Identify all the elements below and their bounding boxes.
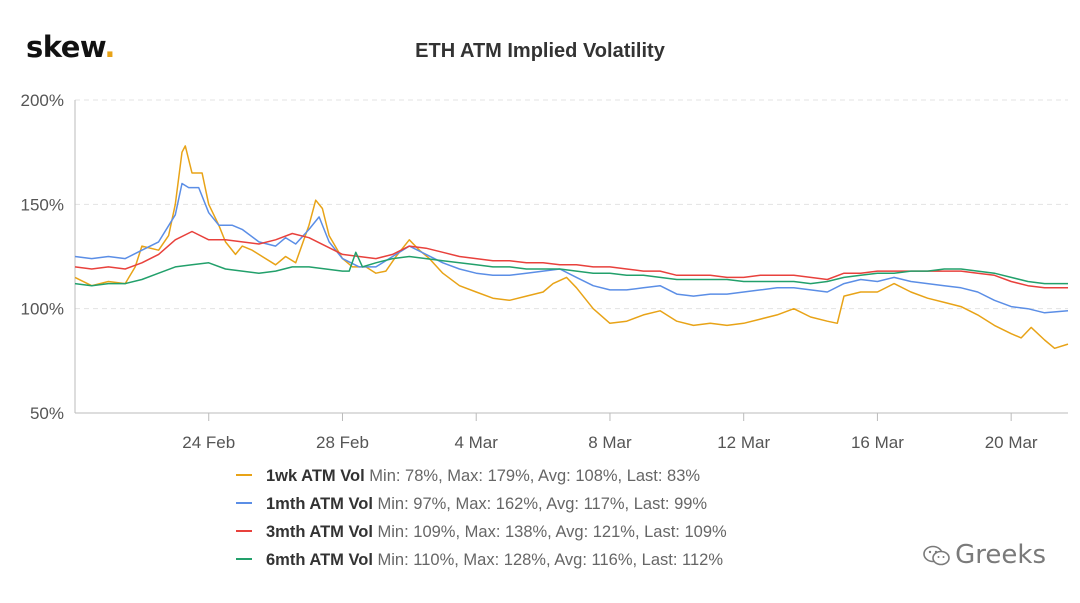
legend-item[interactable]: 1mth ATM Vol Min: 97%, Max: 162%, Avg: 1… — [236, 490, 727, 518]
x-tick-label: 12 Mar — [717, 433, 770, 452]
skew-logo: skew. — [26, 30, 115, 64]
legend-swatch — [236, 473, 252, 476]
legend-series-stats: Min: 78%, Max: 179%, Avg: 108%, Last: 83… — [364, 467, 701, 485]
legend-swatch — [236, 557, 252, 560]
legend: 1wk ATM Vol Min: 78%, Max: 179%, Avg: 10… — [236, 462, 727, 574]
legend-series-stats: Min: 97%, Max: 162%, Avg: 117%, Last: 99… — [372, 495, 708, 513]
legend-series-name: 3mth ATM Vol — [266, 523, 373, 541]
axes — [74, 100, 1068, 421]
legend-series-stats: Min: 110%, Max: 128%, Avg: 116%, Last: 1… — [372, 551, 723, 569]
y-tick-label: 100% — [21, 300, 64, 319]
x-tick-label: 16 Mar — [851, 433, 904, 452]
legend-series-name: 1wk ATM Vol — [266, 467, 365, 485]
grid-lines — [75, 99, 1068, 310]
legend-swatch — [236, 501, 252, 504]
series-line-1mth — [74, 182, 1069, 314]
x-tick-label: 20 Mar — [985, 433, 1038, 452]
chart-title: ETH ATM Implied Volatility — [415, 40, 665, 62]
watermark-text: Greeks — [955, 540, 1046, 570]
wechat-icon — [923, 545, 950, 565]
tick-labels: 50% 100% 150% 200% 24 Feb 28 Feb 4 Mar 8 Mar 12 … — [21, 91, 1038, 452]
y-tick-label: 200% — [21, 91, 64, 110]
legend-series-name: 6mth ATM Vol — [266, 551, 373, 569]
series-line-3mth — [74, 230, 1068, 289]
x-tick-label: 4 Mar — [454, 433, 498, 452]
x-tick-label: 8 Mar — [588, 433, 632, 452]
x-tick-label: 28 Feb — [316, 433, 369, 452]
x-tick-label: 24 Feb — [182, 433, 235, 452]
legend-item[interactable]: 6mth ATM Vol Min: 110%, Max: 128%, Avg: … — [236, 546, 727, 574]
y-tick-label: 50% — [30, 404, 64, 423]
legend-series-name: 1mth ATM Vol — [266, 495, 373, 513]
logo-dot: . — [104, 30, 115, 64]
legend-item[interactable]: 3mth ATM Vol Min: 109%, Max: 138%, Avg: … — [236, 518, 727, 546]
watermark: Greeks — [923, 540, 1046, 570]
series-line-1wk — [74, 145, 1069, 350]
y-tick-label: 150% — [21, 195, 64, 214]
logo-text: skew — [26, 30, 105, 64]
legend-swatch — [236, 529, 252, 532]
series-lines — [74, 145, 1069, 350]
legend-series-stats: Min: 109%, Max: 138%, Avg: 121%, Last: 1… — [372, 523, 727, 541]
series-line-6mth — [74, 251, 1068, 287]
legend-item[interactable]: 1wk ATM Vol Min: 78%, Max: 179%, Avg: 10… — [236, 462, 727, 490]
